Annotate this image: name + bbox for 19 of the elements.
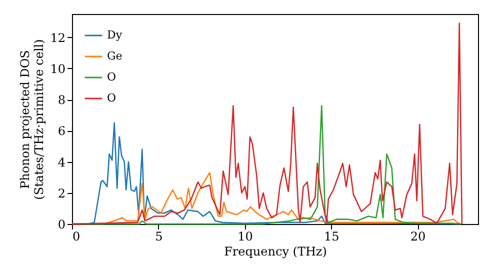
x-tick-label: 15 — [324, 230, 340, 244]
x-tick-label: 5 — [155, 230, 163, 244]
legend-label: O — [107, 70, 116, 84]
x-tick-label: 0 — [72, 230, 80, 244]
y-tick-label: 4 — [58, 155, 66, 170]
x-axis-title: Frequency (THz) — [224, 244, 327, 258]
y-tick-label: 2 — [58, 186, 66, 200]
legend-label: Ge — [107, 50, 122, 62]
y-axis-title: Phonon projected DOS (States/THz·primitive cell) — [18, 39, 46, 200]
y-tick-label: 12 — [50, 30, 66, 45]
y-tick-label: 8 — [58, 93, 66, 108]
x-tick-label: 10 — [238, 230, 253, 244]
legend-label: O — [107, 92, 116, 104]
y-tick-label: 0 — [58, 218, 66, 232]
y-tick-label: 10 — [50, 62, 66, 76]
x-tick-label: 20 — [410, 230, 426, 244]
line-series — [71, 22, 463, 225]
legend-label: Dy — [107, 28, 123, 42]
y-tick-label: 6 — [58, 124, 66, 138]
